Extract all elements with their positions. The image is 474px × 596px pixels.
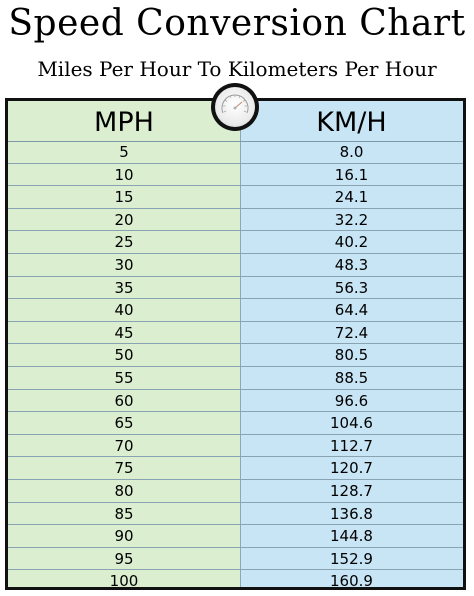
kmh-header: KM/H [316, 107, 387, 138]
kmh-cell: 8.0 [339, 143, 364, 161]
table-row: 85 136.8 [8, 503, 463, 526]
table-row: 30 48.3 [8, 254, 463, 277]
table-row: 40 64.4 [8, 299, 463, 322]
mph-cell: 75 [114, 459, 134, 478]
kmh-cell: 56.3 [334, 278, 369, 297]
mph-cell: 10 [114, 165, 134, 184]
kmh-cell: 16.1 [334, 165, 369, 184]
kmh-cell: 160.9 [330, 572, 373, 590]
mph-cell: 30 [114, 255, 134, 274]
table-row: 10 16.1 [8, 164, 463, 187]
kmh-cell: 64.4 [334, 301, 369, 320]
kmh-cell: 136.8 [330, 504, 373, 523]
page-title: Speed Conversion Chart [8, 3, 466, 44]
mph-cell: 55 [114, 368, 134, 387]
table-row: 35 56.3 [8, 277, 463, 300]
table-row: 5 8.0 [8, 141, 463, 164]
mph-cell: 85 [114, 504, 134, 523]
kmh-cell: 128.7 [330, 481, 373, 500]
table-row: 25 40.2 [8, 231, 463, 254]
kmh-cell: 24.1 [334, 188, 369, 207]
kmh-cell: 144.8 [330, 527, 373, 546]
table-row: 90 144.8 [8, 525, 463, 548]
mph-header: MPH [94, 107, 154, 138]
mph-cell: 20 [114, 210, 134, 229]
mph-cell: 50 [114, 346, 134, 365]
table-row: 100 160.9 [8, 570, 463, 590]
mph-cell: 25 [114, 233, 134, 252]
mph-cell: 35 [114, 278, 134, 297]
table-row: 20 32.2 [8, 209, 463, 232]
table-row: 15 24.1 [8, 186, 463, 209]
speedometer-icon [211, 83, 259, 131]
kmh-cell: 80.5 [334, 346, 369, 365]
mph-cell: 15 [114, 188, 134, 207]
page-subtitle: Miles Per Hour To Kilometers Per Hour [37, 57, 437, 81]
kmh-cell: 88.5 [334, 368, 369, 387]
kmh-cell: 96.6 [334, 391, 369, 410]
mph-cell: 40 [114, 301, 134, 320]
table-row: 70 112.7 [8, 435, 463, 458]
mph-cell: 60 [114, 391, 134, 410]
table-row: 65 104.6 [8, 412, 463, 435]
mph-cell: 90 [114, 527, 134, 546]
kmh-cell: 152.9 [330, 549, 373, 568]
table-header: MPH KM/H [8, 101, 463, 142]
mph-cell: 65 [114, 414, 134, 433]
kmh-cell: 120.7 [330, 459, 373, 478]
table-row: 55 88.5 [8, 367, 463, 390]
table-row: 60 96.6 [8, 390, 463, 413]
kmh-cell: 40.2 [334, 233, 369, 252]
mph-cell: 80 [114, 481, 134, 500]
kmh-cell: 32.2 [334, 210, 369, 229]
kmh-cell: 72.4 [334, 323, 369, 342]
kmh-cell: 104.6 [330, 414, 373, 433]
mph-cell: 95 [114, 549, 134, 568]
table-row: 50 80.5 [8, 344, 463, 367]
mph-cell: 100 [109, 572, 139, 590]
conversion-table: MPH KM/H 5 8.0 10 16.1 15 24.1 20 32.2 25 40.2 30 4… [5, 98, 466, 590]
mph-cell: 5 [119, 143, 129, 161]
mph-cell: 70 [114, 436, 134, 455]
table-row: 45 72.4 [8, 322, 463, 345]
table-body: 5 8.0 10 16.1 15 24.1 20 32.2 25 40.2 30 48.3 35 56.3… [8, 141, 463, 590]
mph-cell: 45 [114, 323, 134, 342]
table-row: 95 152.9 [8, 548, 463, 571]
kmh-cell: 112.7 [330, 436, 373, 455]
kmh-cell: 48.3 [334, 255, 369, 274]
table-row: 75 120.7 [8, 457, 463, 480]
table-row: 80 128.7 [8, 480, 463, 503]
